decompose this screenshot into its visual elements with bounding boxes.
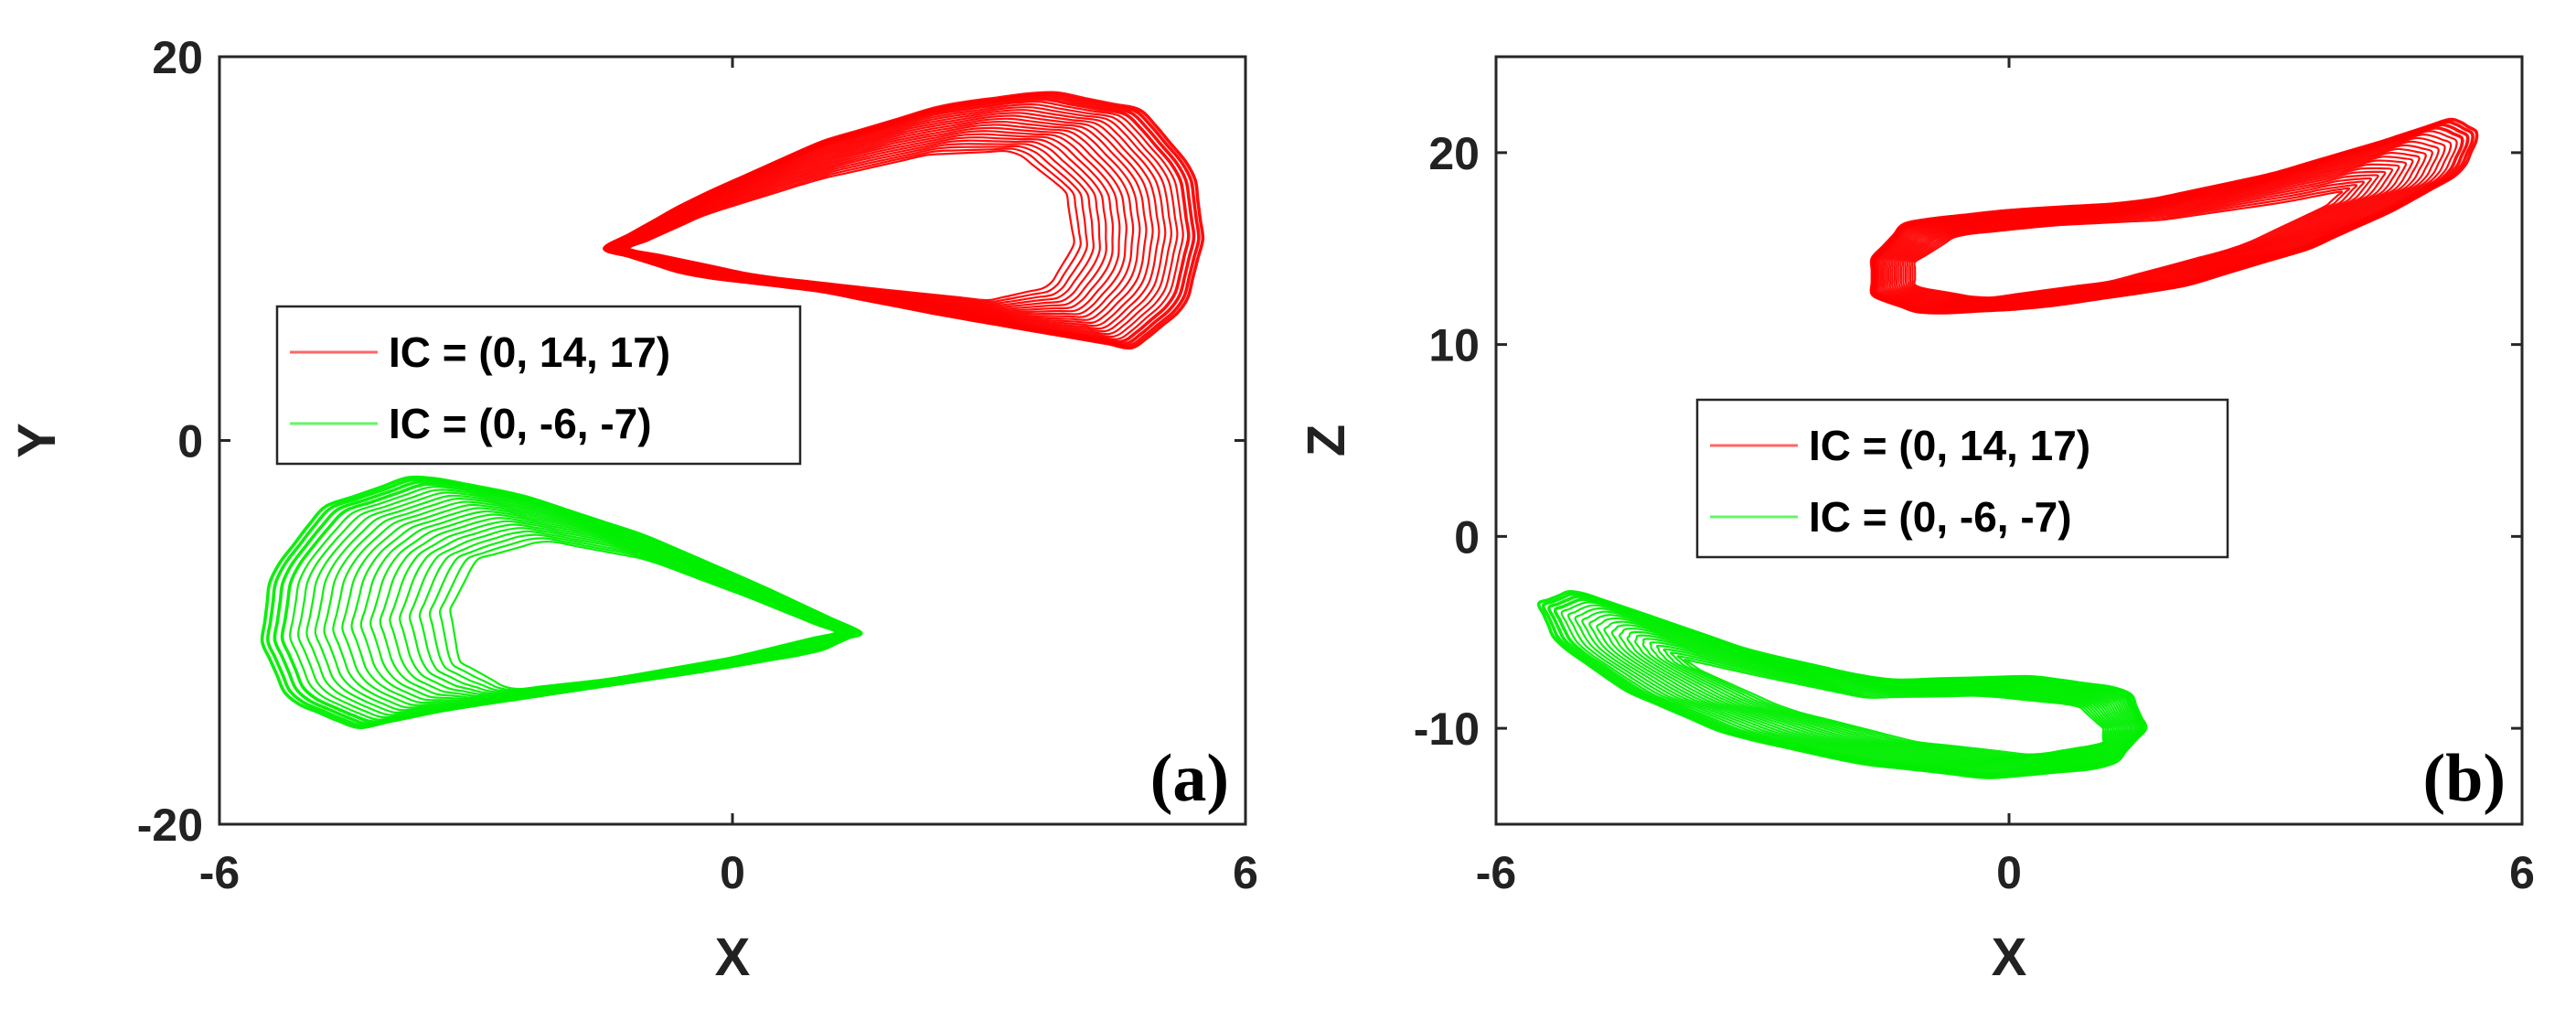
y-tick-label: -20 — [137, 800, 203, 851]
panel-b: -6 0 6 -10 0 10 20 X Z IC = (0, 14, 17) IC = (0, -… — [1297, 55, 2535, 987]
y-tick-label: -10 — [1414, 703, 1480, 755]
series-red-attractor — [602, 91, 1205, 350]
panel-tag: (a) — [1150, 741, 1229, 816]
trajectory-loop — [1683, 658, 2105, 756]
panel-a: -6 0 6 -20 0 20 X Y IC = (0, 14, 17) IC = (0, -6,… — [7, 32, 1258, 987]
legend: IC = (0, 14, 17) IC = (0, -6, -7) — [275, 305, 802, 466]
trajectory-loop — [1913, 190, 2344, 299]
trajectory-loop — [628, 149, 1075, 302]
x-axis-label: X — [715, 928, 751, 987]
y-tick-label: 10 — [1428, 320, 1480, 371]
x-tick-label: -6 — [1476, 847, 1516, 898]
y-tick-label: 0 — [177, 416, 203, 467]
trajectory-loop — [449, 540, 837, 691]
panel-tag: (b) — [2423, 741, 2506, 816]
legend-box — [275, 305, 802, 466]
y-tick-label: 20 — [152, 32, 203, 83]
legend-label: IC = (0, 14, 17) — [389, 328, 670, 376]
trajectory-loop — [428, 533, 839, 693]
y-axis-label: Z — [1297, 424, 1356, 456]
trajectory-loop — [439, 537, 838, 692]
x-tick-label: 0 — [720, 847, 745, 898]
x-tick-label: 6 — [1233, 847, 1258, 898]
legend-label: IC = (0, -6, -7) — [389, 400, 652, 447]
series-green-attractor — [1536, 590, 2148, 779]
y-axis-label: Y — [7, 423, 67, 458]
y-tick-label: 0 — [1454, 511, 1480, 563]
legend-box — [1695, 398, 2229, 559]
series-green-attractor — [260, 475, 863, 730]
x-tick-label: 0 — [1996, 847, 2022, 898]
legend: IC = (0, 14, 17) IC = (0, -6, -7) — [1695, 398, 2229, 559]
x-axis-label: X — [1992, 928, 2027, 987]
legend-label: IC = (0, 14, 17) — [1809, 422, 2090, 469]
y-tick-label: 20 — [1428, 128, 1480, 179]
legend-label: IC = (0, -6, -7) — [1809, 493, 2072, 541]
x-tick-label: 6 — [2509, 847, 2535, 898]
series-red-attractor — [1869, 117, 2479, 315]
x-tick-label: -6 — [199, 847, 240, 898]
